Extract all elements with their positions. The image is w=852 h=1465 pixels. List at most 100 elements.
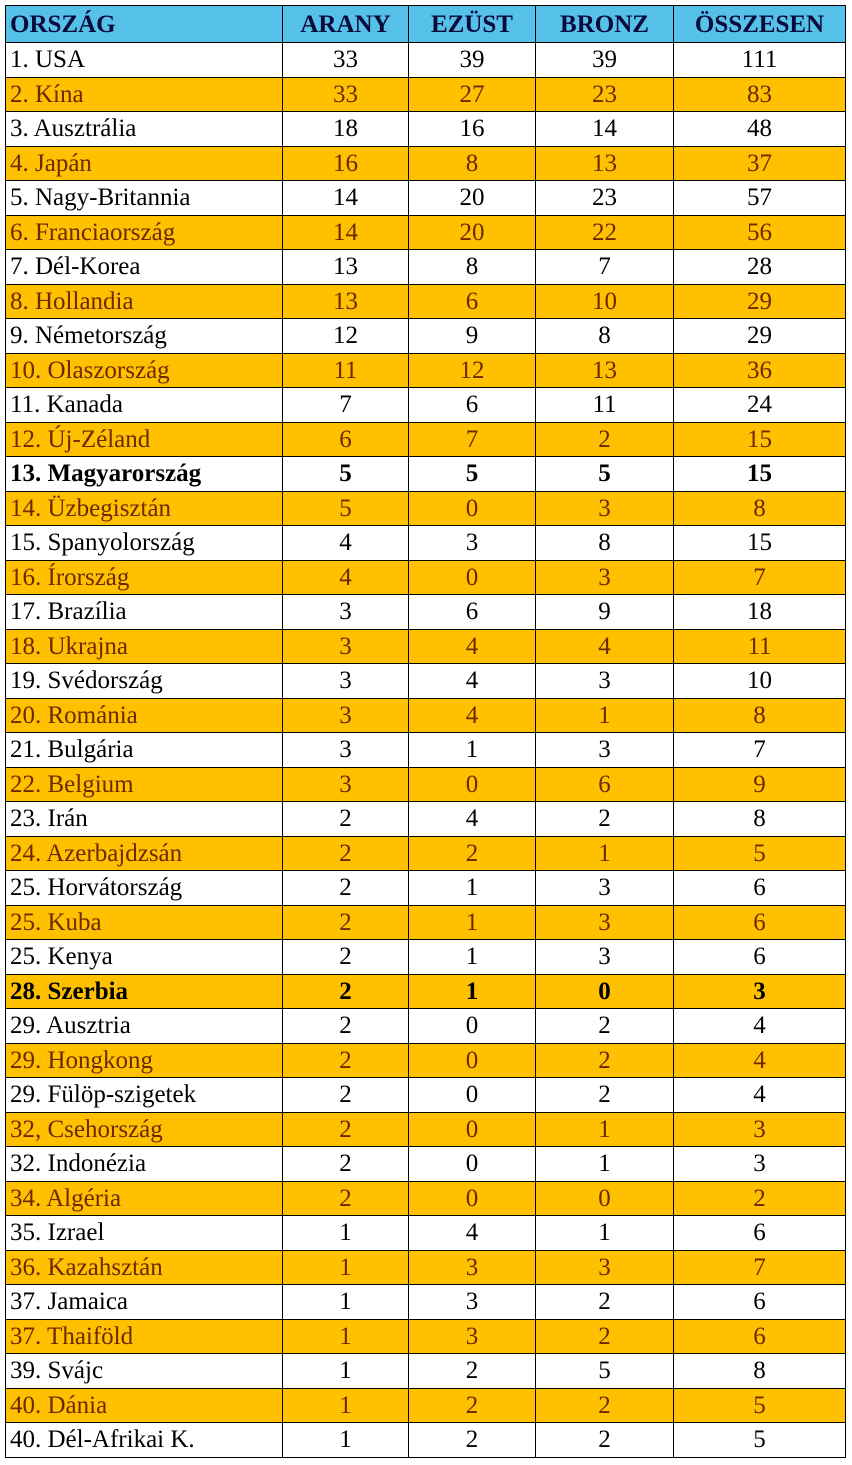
- count-cell: 2: [535, 1077, 674, 1113]
- count-cell: 6: [673, 870, 846, 906]
- country-cell: 7. Dél-Korea: [5, 249, 283, 285]
- count-cell: 0: [408, 1008, 536, 1044]
- count-cell: 6: [408, 594, 536, 630]
- table-row: 13. Magyarország 5 5 5 15: [5, 456, 846, 492]
- count-cell: 3: [408, 1284, 536, 1320]
- count-cell: 57: [673, 180, 846, 216]
- count-cell: 3: [408, 1249, 536, 1285]
- count-cell: 5: [282, 490, 409, 526]
- table-row: 14. Üzbegisztán 5 0 3 8: [5, 490, 846, 526]
- count-cell: 3: [535, 904, 674, 940]
- count-cell: 2: [282, 801, 409, 837]
- country-cell: 5. Nagy-Britannia: [5, 180, 283, 216]
- count-cell: 2: [535, 1422, 674, 1458]
- count-cell: 2: [673, 1180, 846, 1216]
- count-cell: 8: [673, 490, 846, 526]
- count-cell: 12: [282, 318, 409, 354]
- table-row: 9. Németország 12 9 8 29: [5, 318, 846, 354]
- country-cell: 6. Franciaország: [5, 214, 283, 250]
- count-cell: 16: [282, 145, 409, 181]
- medal-table: ORSZÁG ARANY EZÜST BRONZ ÖSSZESEN 1. USA 33 39…: [5, 5, 846, 1458]
- count-cell: 13: [282, 249, 409, 285]
- count-cell: 9: [673, 766, 846, 802]
- table-row: 7. Dél-Korea 13 8 7 28: [5, 249, 846, 285]
- table-row: 5. Nagy-Britannia 14 20 23 57: [5, 180, 846, 216]
- table-row: 17. Brazília 3 6 9 18: [5, 594, 846, 630]
- country-cell: 8. Hollandia: [5, 283, 283, 319]
- count-cell: 3: [282, 594, 409, 630]
- table-row: 32, Csehország 2 0 1 3: [5, 1111, 846, 1147]
- count-cell: 0: [408, 1146, 536, 1182]
- table-row: 21. Bulgária 3 1 3 7: [5, 732, 846, 768]
- country-cell: 11. Kanada: [5, 387, 283, 423]
- count-cell: 3: [282, 766, 409, 802]
- table-row: 18. Ukrajna 3 4 4 11: [5, 628, 846, 664]
- count-cell: 7: [535, 249, 674, 285]
- country-cell: 4. Japán: [5, 145, 283, 181]
- country-cell: 29. Ausztria: [5, 1008, 283, 1044]
- table-row: 20. Románia 3 4 1 8: [5, 697, 846, 733]
- count-cell: 7: [673, 559, 846, 595]
- count-cell: 13: [535, 145, 674, 181]
- table-row: 28. Szerbia 2 1 0 3: [5, 973, 846, 1009]
- count-cell: 23: [535, 76, 674, 112]
- count-cell: 27: [408, 76, 536, 112]
- count-cell: 2: [408, 1353, 536, 1389]
- table-row: 23. Irán 2 4 2 8: [5, 801, 846, 837]
- header-row: ORSZÁG ARANY EZÜST BRONZ ÖSSZESEN: [5, 5, 846, 43]
- count-cell: 83: [673, 76, 846, 112]
- count-cell: 13: [282, 283, 409, 319]
- count-cell: 22: [535, 214, 674, 250]
- country-cell: 22. Belgium: [5, 766, 283, 802]
- count-cell: 0: [408, 1077, 536, 1113]
- count-cell: 6: [673, 904, 846, 940]
- country-cell: 21. Bulgária: [5, 732, 283, 768]
- count-cell: 2: [282, 1111, 409, 1147]
- table-row: 32. Indonézia 2 0 1 3: [5, 1146, 846, 1182]
- country-cell: 2. Kína: [5, 76, 283, 112]
- count-cell: 10: [673, 663, 846, 699]
- count-cell: 6: [673, 1318, 846, 1354]
- count-cell: 2: [282, 904, 409, 940]
- count-cell: 2: [408, 1387, 536, 1423]
- count-cell: 4: [408, 801, 536, 837]
- country-cell: 40. Dél-Afrikai K.: [5, 1422, 283, 1458]
- country-cell: 14. Üzbegisztán: [5, 490, 283, 526]
- count-cell: 3: [282, 663, 409, 699]
- count-cell: 2: [535, 1284, 674, 1320]
- table-row: 1. USA 33 39 39 111: [5, 42, 846, 78]
- count-cell: 1: [535, 835, 674, 871]
- count-cell: 3: [673, 1111, 846, 1147]
- table-row: 19. Svédország 3 4 3 10: [5, 663, 846, 699]
- count-cell: 1: [282, 1353, 409, 1389]
- count-cell: 6: [673, 939, 846, 975]
- country-cell: 39. Svájc: [5, 1353, 283, 1389]
- header-cell: ARANY: [282, 5, 409, 43]
- count-cell: 11: [673, 628, 846, 664]
- count-cell: 6: [408, 283, 536, 319]
- table-row: 16. Írország 4 0 3 7: [5, 559, 846, 595]
- count-cell: 20: [408, 180, 536, 216]
- country-cell: 29. Hongkong: [5, 1042, 283, 1078]
- count-cell: 0: [535, 1180, 674, 1216]
- count-cell: 5: [673, 1387, 846, 1423]
- count-cell: 1: [535, 1215, 674, 1251]
- count-cell: 2: [282, 870, 409, 906]
- count-cell: 4: [408, 663, 536, 699]
- count-cell: 5: [673, 835, 846, 871]
- count-cell: 1: [282, 1249, 409, 1285]
- country-cell: 25. Kuba: [5, 904, 283, 940]
- count-cell: 2: [282, 1077, 409, 1113]
- count-cell: 2: [282, 939, 409, 975]
- count-cell: 8: [673, 1353, 846, 1389]
- table-row: 24. Azerbajdzsán 2 2 1 5: [5, 835, 846, 871]
- count-cell: 2: [535, 1387, 674, 1423]
- count-cell: 15: [673, 456, 846, 492]
- table-row: 37. Thaiföld 1 3 2 6: [5, 1318, 846, 1354]
- count-cell: 0: [535, 973, 674, 1009]
- count-cell: 2: [282, 973, 409, 1009]
- count-cell: 1: [282, 1284, 409, 1320]
- count-cell: 14: [535, 111, 674, 147]
- count-cell: 8: [408, 145, 536, 181]
- count-cell: 1: [408, 939, 536, 975]
